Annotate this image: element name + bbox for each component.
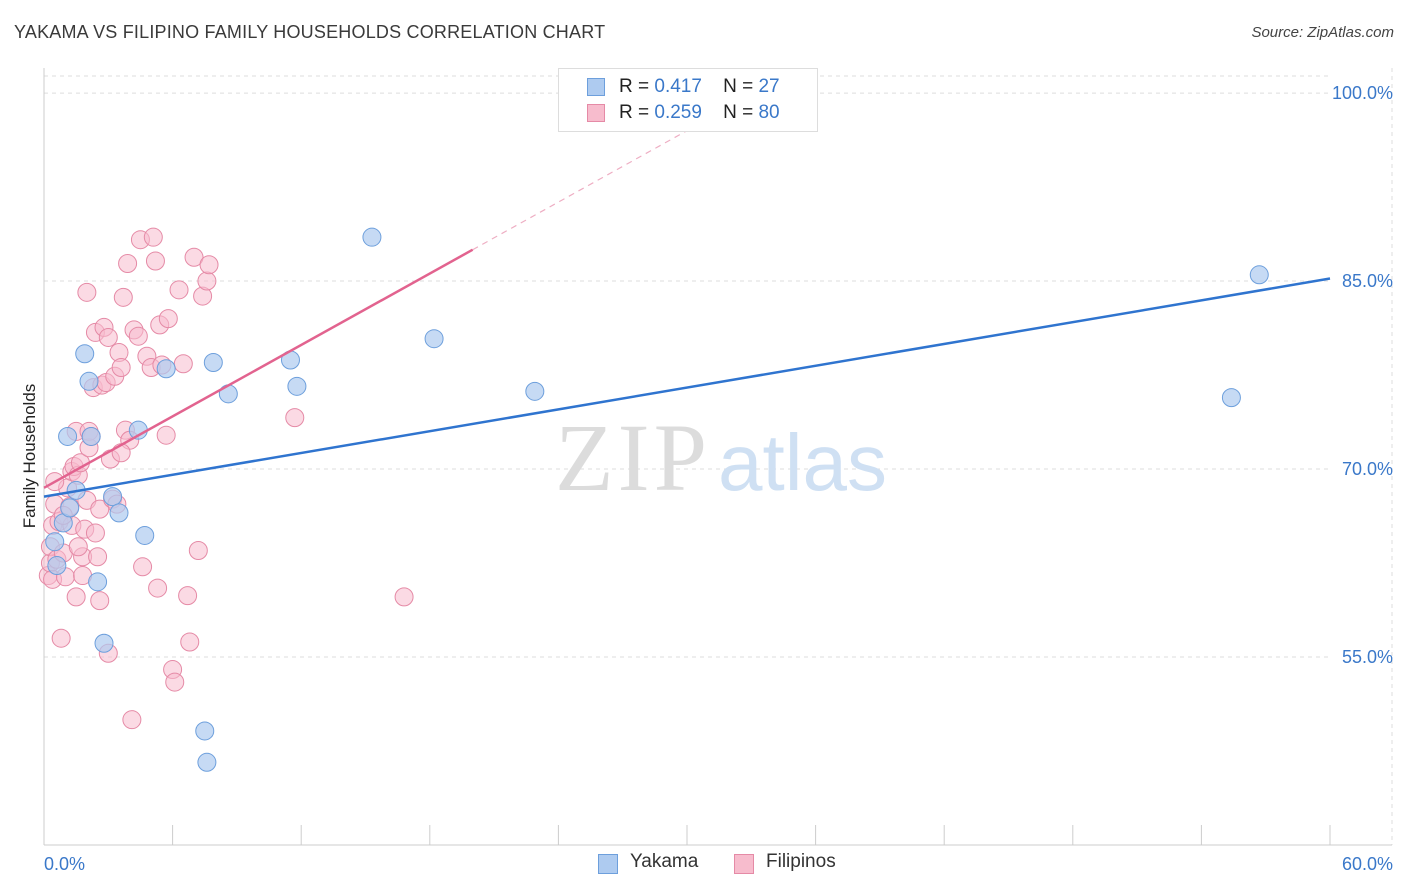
yakama-point xyxy=(103,487,123,507)
legend-n-value: 80 xyxy=(758,102,780,123)
yakama-point xyxy=(195,721,215,741)
filipino-point xyxy=(90,591,110,611)
filipino-point xyxy=(145,251,165,271)
yakama-point xyxy=(1221,388,1241,408)
yakama-point xyxy=(75,344,95,364)
legend-r-value: 0.259 xyxy=(654,102,702,123)
data-points xyxy=(38,227,1269,772)
filipino-point xyxy=(88,547,108,567)
filipino-point xyxy=(394,587,414,607)
bottom-legend-label-filipinos: Filipinos xyxy=(766,851,836,872)
yakama-point xyxy=(156,359,176,379)
axis-labels: 100.0% 85.0% 70.0% 55.0% 0.0% 60.0% Family Hou… xyxy=(20,83,1393,874)
correlation-legend: R = 0.417 N = 27 R = 0.259 N = 80 xyxy=(558,68,818,132)
bottom-legend-label-yakama: Yakama xyxy=(630,851,699,872)
y-tick-label: 85.0% xyxy=(1342,271,1393,291)
watermark: ZIP atlas xyxy=(555,404,887,511)
filipino-trend-line xyxy=(43,248,474,489)
legend-n-label: N = xyxy=(723,76,754,97)
watermark-zip: ZIP xyxy=(555,404,711,511)
source-label: Source: ZipAtlas.com xyxy=(1251,24,1394,41)
legend-r-label: R = xyxy=(619,76,650,97)
filipino-point xyxy=(148,578,168,598)
filipino-point xyxy=(197,271,217,291)
yakama-point xyxy=(287,376,307,396)
x-tick-label: 60.0% xyxy=(1342,854,1393,874)
yakama-point xyxy=(525,381,545,401)
yakama-point xyxy=(135,525,155,545)
bottom-legend-swatch-filipinos xyxy=(734,854,754,874)
yakama-point xyxy=(362,227,382,247)
x-tick-label: 0.0% xyxy=(44,854,85,874)
legend-n-label: N = xyxy=(723,102,754,123)
yakama-point xyxy=(60,498,80,518)
filipino-point xyxy=(199,255,219,275)
watermark-atlas: atlas xyxy=(718,418,887,507)
filipino-point xyxy=(156,425,176,445)
filipino-point xyxy=(111,358,131,378)
yakama-point xyxy=(197,752,217,772)
filipino-point xyxy=(188,540,208,560)
yakama-point xyxy=(109,503,129,523)
filipino-point xyxy=(118,254,138,274)
yakama-point xyxy=(1249,265,1269,285)
chart-title: YAKAMA VS FILIPINO FAMILY HOUSEHOLDS COR… xyxy=(14,22,606,42)
y-tick-label: 55.0% xyxy=(1342,647,1393,667)
filipino-point xyxy=(111,443,131,463)
axes xyxy=(43,68,1392,846)
yakama-point xyxy=(88,572,108,592)
filipino-point xyxy=(122,710,142,730)
yakama-point xyxy=(81,426,101,446)
filipino-point xyxy=(184,247,204,267)
filipino-point xyxy=(133,557,153,577)
filipino-point xyxy=(285,408,305,428)
filipino-point xyxy=(77,282,97,302)
yakama-point xyxy=(45,532,65,552)
yakama-point xyxy=(424,329,444,349)
y-tick-label: 70.0% xyxy=(1342,459,1393,479)
filipino-point xyxy=(169,280,189,300)
yakama-point xyxy=(94,633,114,653)
legend-r-label: R = xyxy=(619,102,650,123)
yakama-trend-line xyxy=(43,277,1331,498)
legend-n-value: 27 xyxy=(758,76,780,97)
filipino-point xyxy=(90,499,110,519)
filipino-point xyxy=(165,672,185,692)
yakama-point xyxy=(47,556,67,576)
filipino-point xyxy=(85,523,105,543)
filipino-point xyxy=(143,227,163,247)
filipino-point xyxy=(173,354,193,374)
filipino-point xyxy=(158,309,178,329)
filipino-point xyxy=(98,327,118,347)
filipino-point xyxy=(178,586,198,606)
bottom-legend-swatch-yakama xyxy=(598,854,618,874)
filipino-point xyxy=(180,632,200,652)
filipino-point xyxy=(51,628,71,648)
filipino-point xyxy=(66,587,86,607)
y-axis-label: Family Households xyxy=(20,384,39,529)
filipino-point xyxy=(68,537,88,557)
legend-r-value: 0.417 xyxy=(654,76,702,97)
yakama-point xyxy=(79,371,99,391)
legend-swatch-filipinos xyxy=(587,104,605,122)
legend-swatch-yakama xyxy=(587,78,605,96)
yakama-point xyxy=(203,353,223,373)
filipino-point xyxy=(113,287,133,307)
yakama-point xyxy=(58,426,78,446)
filipino-point xyxy=(128,326,148,346)
y-tick-label: 100.0% xyxy=(1332,83,1393,103)
